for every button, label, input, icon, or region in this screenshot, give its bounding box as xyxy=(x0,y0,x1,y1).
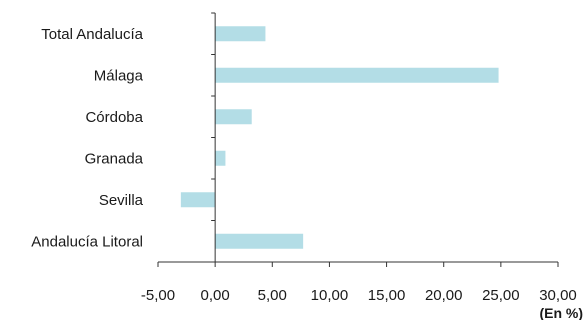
x-tick-label: 15,00 xyxy=(368,287,406,304)
bar-andalucia-litoral xyxy=(215,233,304,249)
x-tick-labels: -5,00 0,00 5,00 10,00 15,00 20,00 25,00 30,00 xyxy=(141,287,577,304)
x-tick-label: 10,00 xyxy=(311,287,349,304)
x-tick-label: 5,00 xyxy=(258,287,287,304)
category-label-total-andalucia: Total Andalucía xyxy=(41,26,143,43)
category-label-granada: Granada xyxy=(85,150,144,167)
axes-group xyxy=(157,12,559,267)
unit-label: (En %) xyxy=(539,305,583,320)
bar-granada xyxy=(215,150,226,166)
bar-sevilla xyxy=(180,192,216,208)
category-labels: Total Andalucía Málaga Córdoba Granada Sevil… xyxy=(31,26,143,251)
x-tick-label: -5,00 xyxy=(141,287,175,304)
category-label-andalucia-litoral: Andalucía Litoral xyxy=(31,233,143,250)
x-tick-label: 30,00 xyxy=(539,287,577,304)
bar-malaga xyxy=(215,67,499,83)
x-tick-label: 20,00 xyxy=(425,287,463,304)
bar-total-andalucia xyxy=(215,26,266,42)
x-tick-label: 0,00 xyxy=(201,287,230,304)
x-tick-label: 25,00 xyxy=(482,287,520,304)
bars-group xyxy=(180,26,499,249)
category-label-malaga: Málaga xyxy=(94,67,144,84)
category-label-sevilla: Sevilla xyxy=(99,192,144,209)
category-label-cordoba: Córdoba xyxy=(85,109,143,126)
bar-cordoba xyxy=(215,109,252,125)
